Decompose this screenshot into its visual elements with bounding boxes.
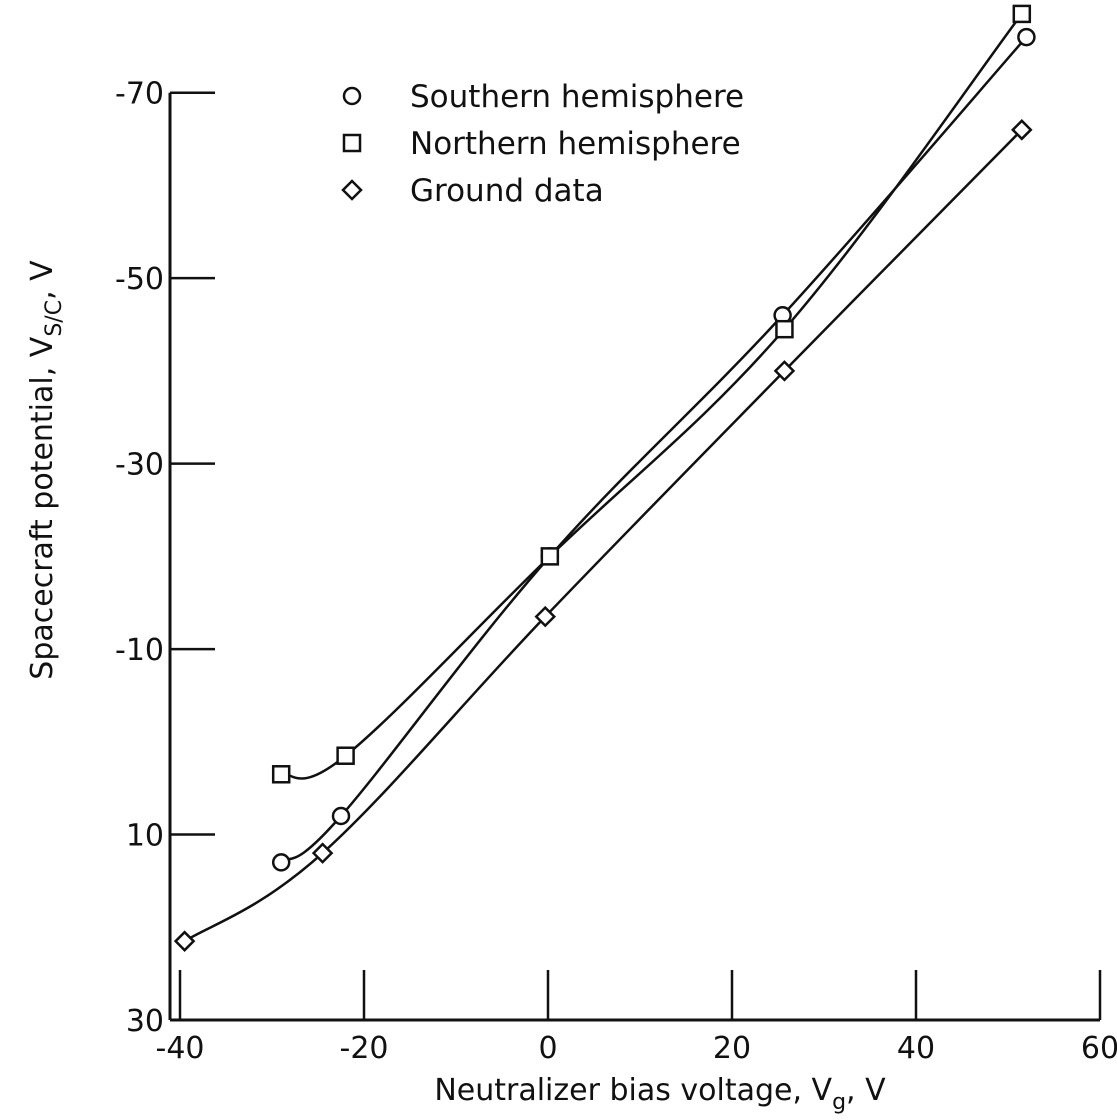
data-point-2-3 xyxy=(773,360,796,382)
series-line-2 xyxy=(183,128,1023,943)
data-point-2-0 xyxy=(173,930,196,952)
series-markers xyxy=(173,4,1036,952)
x-tick-label-5: 60 xyxy=(1081,1031,1117,1066)
legend-label-2: Ground data xyxy=(410,173,604,209)
y-axis-label: Spacecraft potential, VS/C, V xyxy=(25,260,67,680)
legend-marker-0 xyxy=(342,86,362,106)
y-tick-label-1: 10 xyxy=(126,819,164,854)
data-point-0-0 xyxy=(271,853,291,872)
axes xyxy=(168,92,1100,1022)
data-point-1-4 xyxy=(1012,4,1032,24)
x-axis-label: Neutralizer bias voltage, Vg, V xyxy=(434,1073,886,1115)
x-tick-label-3: 20 xyxy=(713,1031,751,1066)
data-point-2-2 xyxy=(534,605,557,628)
y-tick-label-3: -30 xyxy=(115,448,164,483)
data-point-1-2 xyxy=(540,547,560,566)
x-tick-label-1: -20 xyxy=(340,1031,389,1066)
y-tick-label-0: 30 xyxy=(126,1004,164,1039)
data-point-1-0 xyxy=(271,765,291,784)
legend-marker-2 xyxy=(341,179,363,201)
legend-label-1: Northern hemisphere xyxy=(410,126,741,162)
y-tick-label-5: -70 xyxy=(115,77,164,112)
x-tick-label-4: 40 xyxy=(897,1031,935,1066)
data-point-1-3 xyxy=(775,319,794,339)
ticks: -40 -20 0 20 40 60 30 10 -10 -30 -50 -70 xyxy=(115,77,1117,1066)
data-point-2-4 xyxy=(1011,119,1033,141)
x-tick-label-0: -40 xyxy=(156,1031,205,1066)
data-point-2-1 xyxy=(311,842,334,864)
legend-marker-1 xyxy=(342,133,362,153)
data-point-0-1 xyxy=(331,806,351,826)
legend-label-0: Southern hemisphere xyxy=(410,79,744,115)
y-tick-label-4: -50 xyxy=(115,262,164,297)
data-point-1-1 xyxy=(336,746,355,765)
legend: Southern hemisphere Northern hemisphere Gr… xyxy=(341,79,744,209)
x-tick-label-2: 0 xyxy=(538,1031,557,1066)
y-tick-label-2: -10 xyxy=(115,633,164,668)
data-point-0-4 xyxy=(1017,27,1036,47)
